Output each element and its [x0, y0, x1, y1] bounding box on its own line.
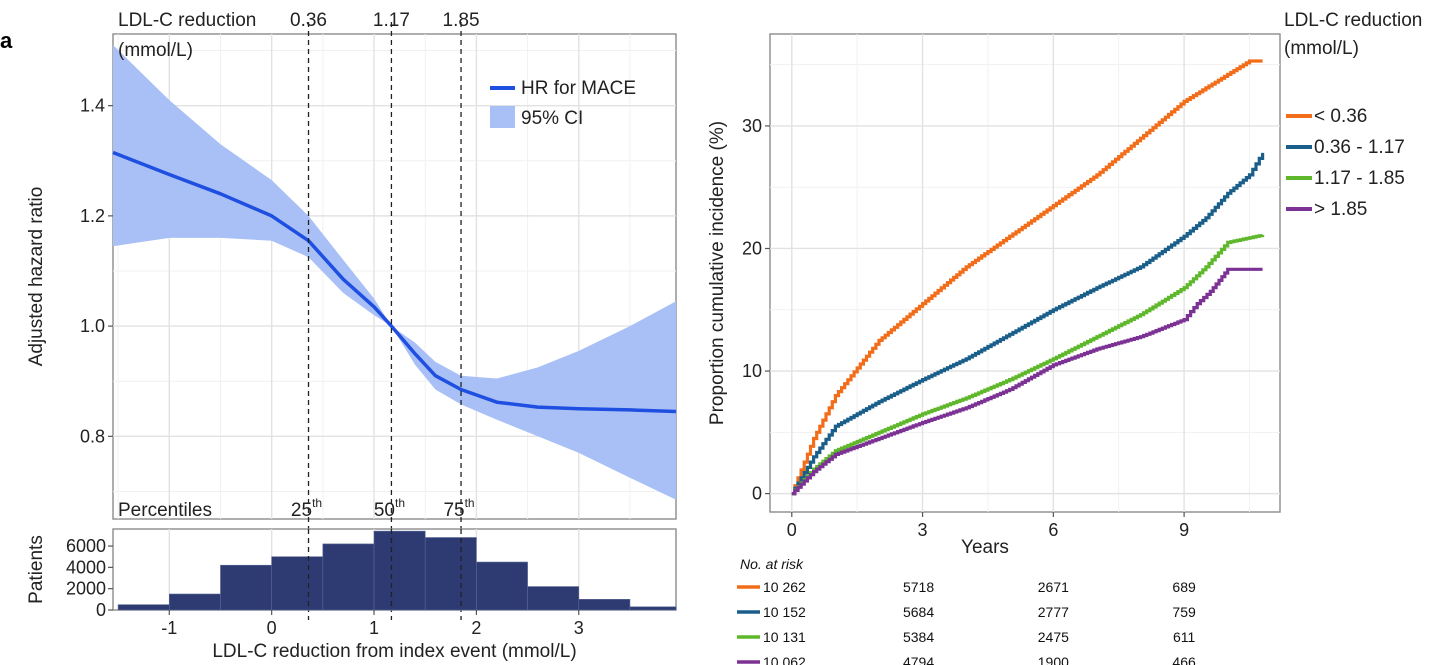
histogram-bar-9 — [527, 586, 580, 611]
ldl-annotation-line1: LDL-C reduction — [118, 10, 256, 31]
reference-top-label-2: 1.17 — [373, 10, 410, 31]
incidence-curve-4 — [791, 267, 1263, 496]
incidence-legend-label-1: < 0.36 — [1314, 106, 1367, 127]
histogram-bar-6 — [373, 530, 426, 611]
incidence-y-axis-title: Proportion cumulative incidence (%) — [707, 121, 728, 425]
risk-row-3-value-1: 5384 — [903, 629, 934, 645]
risk-row-2-value-3: 759 — [1172, 604, 1196, 620]
histogram-x-tick-label: 0 — [267, 618, 277, 638]
incidence-y-tick-label: 30 — [742, 116, 762, 136]
risk-row-2-value-1: 5684 — [903, 604, 934, 620]
histogram-x-tick-label: 1 — [369, 618, 379, 638]
histogram-bar-11 — [629, 606, 677, 611]
reference-top-label-1: 0.36 — [290, 10, 327, 31]
incidence-curve-3 — [791, 234, 1265, 496]
hr-line — [112, 150, 677, 414]
incidence-curve-2 — [791, 152, 1265, 496]
histogram-bar-10 — [578, 599, 631, 611]
percentile-label-1: 25th — [291, 496, 322, 521]
histogram-x-tick-label: 2 — [471, 618, 481, 638]
risk-row-2-value-2: 2777 — [1038, 604, 1069, 620]
incidence-legend-label-3: 1.17 - 1.85 — [1314, 168, 1405, 189]
risk-row-1-value-1: 5718 — [903, 579, 934, 595]
risk-table-title: No. at risk — [740, 556, 804, 572]
legend-hr-label: HR for MACE — [521, 78, 636, 99]
risk-row-3-value-3: 611 — [1173, 629, 1196, 645]
incidence-y-tick-label: 20 — [742, 238, 762, 258]
histogram-y-tick-label: 4000 — [66, 557, 106, 577]
histogram-bar-3 — [220, 564, 272, 611]
risk-row-1-value-3: 689 — [1172, 579, 1196, 595]
histogram-bar-1 — [117, 604, 170, 611]
hr-y-tick-label: 1.0 — [80, 316, 105, 336]
histogram-x-axis-title: LDL-C reduction from index event (mmol/L… — [212, 641, 576, 662]
incidence-x-tick-label: 3 — [918, 520, 928, 540]
hr-y-tick-label: 0.8 — [80, 426, 105, 446]
hr-y-tick-label: 1.2 — [80, 206, 105, 226]
risk-row-2-value-0: 10 152 — [763, 604, 806, 620]
incidence-legend-label-4: > 1.85 — [1314, 199, 1367, 220]
percentile-label-3: 75th — [443, 496, 474, 521]
risk-row-3-value-0: 10 131 — [763, 629, 806, 645]
incidence-curve-1 — [791, 59, 1263, 496]
percentiles-annotation: Percentiles — [118, 500, 212, 521]
percentile-label-2: 50th — [374, 496, 405, 521]
incidence-legend-title-line1: LDL-C reduction — [1284, 10, 1422, 31]
histogram-bar-2 — [169, 593, 221, 611]
hr-y-tick-label: 1.4 — [80, 96, 105, 116]
histogram-bar-4 — [271, 556, 324, 611]
histogram-y-tick-label: 6000 — [66, 536, 106, 556]
legend-ci-swatch — [490, 106, 515, 128]
incidence-legend-title-line2: (mmol/L) — [1284, 38, 1359, 59]
reference-top-label-3: 1.85 — [443, 10, 480, 31]
risk-row-3-value-2: 2475 — [1038, 629, 1069, 645]
incidence-x-tick-label: 6 — [1048, 520, 1058, 540]
risk-row-1-value-2: 2671 — [1038, 579, 1069, 595]
histogram-y-tick-label: 2000 — [66, 579, 106, 599]
histogram-bar-8 — [476, 561, 528, 611]
incidence-x-axis-title: Years — [961, 537, 1009, 558]
histogram-x-tick-label: -1 — [161, 618, 177, 638]
incidence-x-tick-label: 9 — [1179, 520, 1189, 540]
histogram-y-tick-label: 0 — [96, 600, 106, 620]
histogram-x-tick-label: 3 — [574, 618, 584, 638]
risk-row-4-value-2: 1900 — [1038, 654, 1069, 665]
hr-y-axis-title: Adjusted hazard ratio — [26, 187, 47, 367]
panel-letter: a — [0, 28, 13, 53]
risk-row-1-value-0: 10 262 — [763, 579, 806, 595]
risk-row-4-value-0: 10 062 — [763, 654, 806, 665]
incidence-y-tick-label: 10 — [742, 361, 762, 381]
incidence-legend-label-2: 0.36 - 1.17 — [1314, 137, 1405, 158]
risk-row-4-value-1: 4794 — [903, 654, 934, 665]
risk-row-4-value-3: 466 — [1172, 654, 1196, 665]
histogram-bar-7 — [424, 537, 477, 611]
histogram-bar-5 — [322, 543, 375, 611]
legend-ci-label: 95% CI — [521, 108, 583, 129]
histogram-y-axis-title: Patients — [26, 535, 47, 604]
ldl-annotation-line2: (mmol/L) — [118, 40, 193, 61]
incidence-y-tick-label: 0 — [752, 484, 762, 504]
hr-ci-band — [113, 45, 676, 500]
incidence-x-tick-label: 0 — [787, 520, 797, 540]
